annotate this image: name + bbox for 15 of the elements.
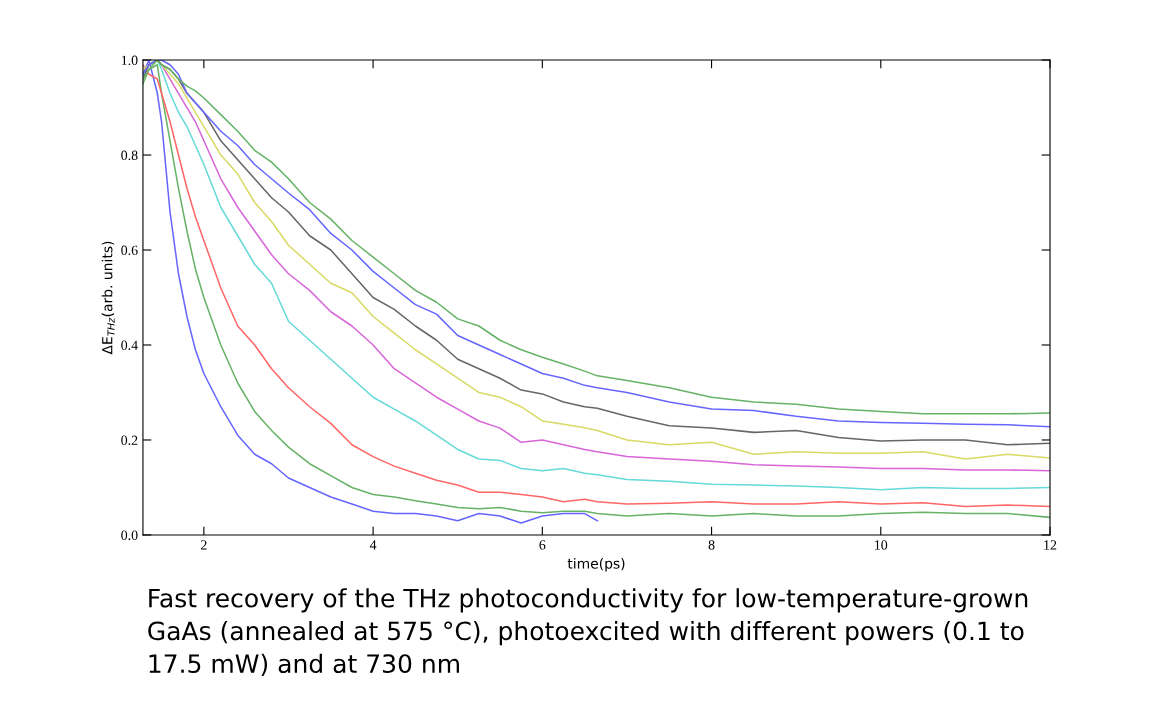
y-tick-label: 0.6: [121, 245, 138, 256]
x-tick-label: 4: [369, 540, 377, 550]
y-axis-title: ΔE$_{THz}$(arb. units): [101, 241, 115, 355]
text: Fast recovery of the THz photoconductivity for low-temperature-grown GaAs (annealed at 575 °C), photoexcited with different powers (0.1 to 17.5 mW) and at 730 nm: [148, 588, 1028, 677]
x-tick-label: 2: [201, 540, 207, 550]
x-tick-label: 8: [708, 540, 715, 550]
x-axis-title: time(ps): [567, 557, 625, 572]
y-tick-label: 1.0: [121, 55, 138, 66]
y-tick-label: 0.0: [121, 530, 138, 540]
y-tick-label: 0.8: [121, 150, 138, 161]
x-tick-label: 12: [1044, 540, 1057, 550]
y-tick-label: 0.2: [121, 435, 138, 445]
x-tick-label: 10: [875, 540, 888, 550]
x-tick-label: 6: [539, 540, 546, 550]
y-tick-label: 0.4: [121, 340, 138, 351]
